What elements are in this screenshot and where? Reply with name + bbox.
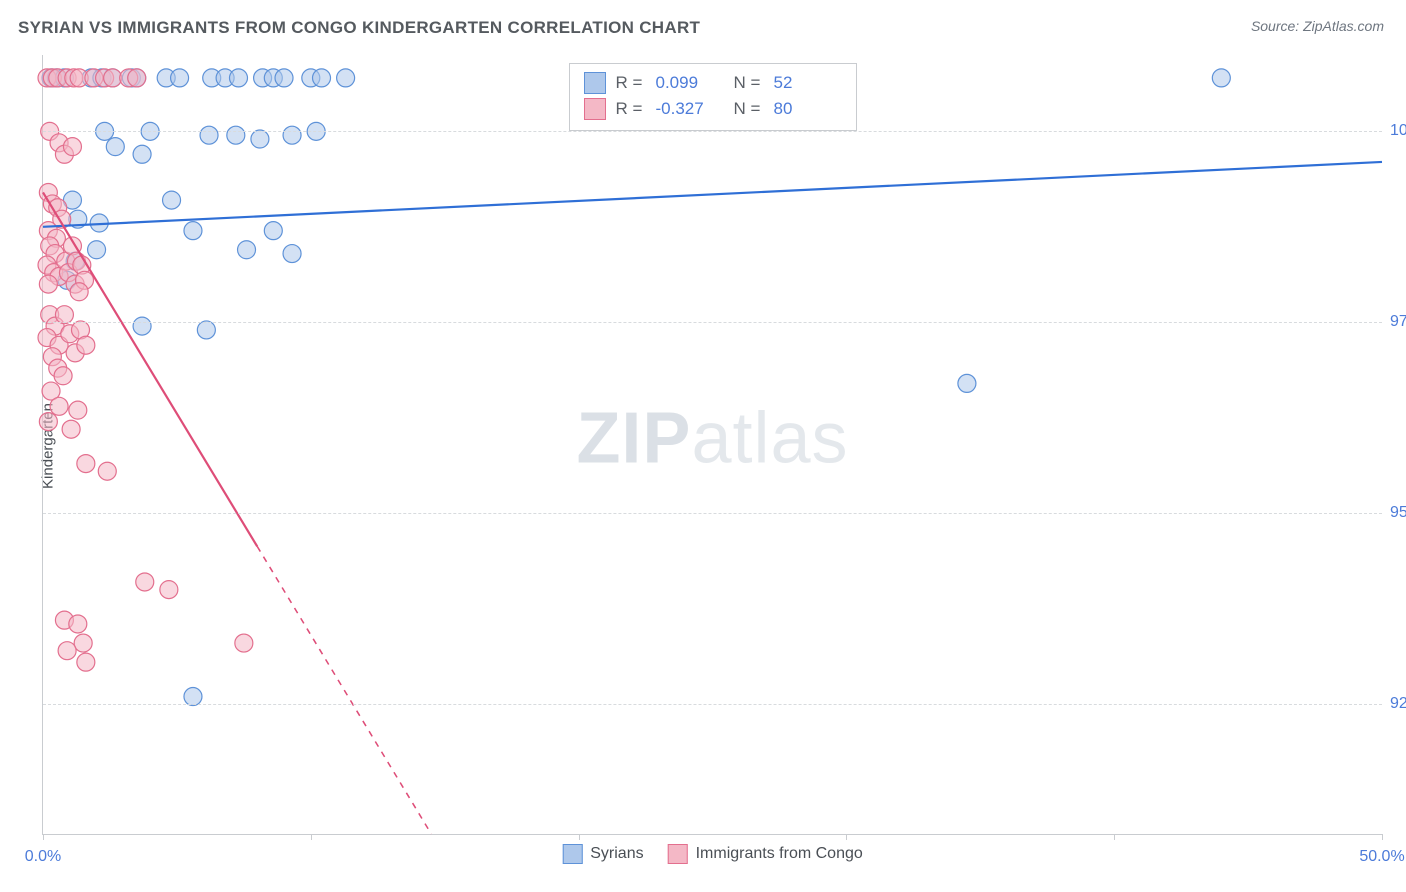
r-value-0: 0.099 bbox=[656, 73, 724, 93]
y-tick-label: 92.5% bbox=[1390, 695, 1406, 713]
data-point bbox=[104, 69, 122, 87]
data-point bbox=[136, 573, 154, 591]
data-point bbox=[229, 69, 247, 87]
data-point bbox=[62, 420, 80, 438]
data-point bbox=[251, 130, 269, 148]
chart-title: SYRIAN VS IMMIGRANTS FROM CONGO KINDERGA… bbox=[18, 18, 1388, 38]
data-point bbox=[106, 138, 124, 156]
n-value-0: 52 bbox=[774, 73, 842, 93]
trend-line bbox=[43, 162, 1382, 227]
legend-swatch-0 bbox=[584, 72, 606, 94]
data-point bbox=[39, 413, 57, 431]
plot-area: ZIPatlas R = 0.099 N = 52 R = -0.327 N =… bbox=[42, 55, 1382, 835]
data-point bbox=[337, 69, 355, 87]
source-attribution: Source: ZipAtlas.com bbox=[1251, 18, 1384, 34]
x-tick bbox=[846, 834, 847, 840]
data-point bbox=[200, 126, 218, 144]
source-name: ZipAtlas.com bbox=[1303, 18, 1384, 34]
x-tick bbox=[43, 834, 44, 840]
bottom-legend-item-0: Syrians bbox=[562, 844, 643, 864]
data-point bbox=[58, 642, 76, 660]
bottom-legend: Syrians Immigrants from Congo bbox=[562, 844, 863, 864]
bottom-legend-item-1: Immigrants from Congo bbox=[668, 844, 863, 864]
data-point bbox=[39, 275, 57, 293]
data-point bbox=[313, 69, 331, 87]
legend-swatch-1 bbox=[584, 98, 606, 120]
trend-line bbox=[43, 192, 257, 546]
data-point bbox=[1212, 69, 1230, 87]
data-point bbox=[54, 367, 72, 385]
data-point bbox=[283, 126, 301, 144]
data-point bbox=[283, 245, 301, 263]
y-tick-label: 95.0% bbox=[1390, 504, 1406, 522]
data-point bbox=[235, 634, 253, 652]
data-point bbox=[133, 317, 151, 335]
bottom-label-0: Syrians bbox=[590, 845, 643, 863]
r-label-0: R = bbox=[616, 73, 646, 93]
gridline-h bbox=[43, 513, 1382, 514]
x-tick bbox=[1382, 834, 1383, 840]
data-point bbox=[275, 69, 293, 87]
data-point bbox=[70, 283, 88, 301]
data-point bbox=[74, 634, 92, 652]
n-label-1: N = bbox=[734, 99, 764, 119]
data-point bbox=[69, 401, 87, 419]
n-label-0: N = bbox=[734, 73, 764, 93]
data-point bbox=[133, 145, 151, 163]
data-point bbox=[171, 69, 189, 87]
x-tick bbox=[1114, 834, 1115, 840]
data-point bbox=[958, 374, 976, 392]
data-point bbox=[128, 69, 146, 87]
bottom-swatch-0 bbox=[562, 844, 582, 864]
data-point bbox=[77, 653, 95, 671]
y-tick-label: 100.0% bbox=[1390, 122, 1406, 140]
gridline-h bbox=[43, 131, 1382, 132]
bottom-label-1: Immigrants from Congo bbox=[696, 845, 863, 863]
n-value-1: 80 bbox=[774, 99, 842, 119]
legend-stats-box: R = 0.099 N = 52 R = -0.327 N = 80 bbox=[569, 63, 857, 131]
data-point bbox=[63, 138, 81, 156]
data-layer bbox=[43, 55, 1382, 834]
x-tick bbox=[579, 834, 580, 840]
data-point bbox=[160, 581, 178, 599]
data-point bbox=[88, 241, 106, 259]
x-tick-label: 50.0% bbox=[1359, 848, 1404, 866]
data-point bbox=[69, 615, 87, 633]
data-point bbox=[227, 126, 245, 144]
trend-line-dashed bbox=[257, 546, 431, 834]
legend-row-series-0: R = 0.099 N = 52 bbox=[584, 70, 842, 96]
data-point bbox=[163, 191, 181, 209]
data-point bbox=[184, 688, 202, 706]
gridline-h bbox=[43, 322, 1382, 323]
bottom-swatch-1 bbox=[668, 844, 688, 864]
data-point bbox=[264, 222, 282, 240]
x-tick-label: 0.0% bbox=[25, 848, 61, 866]
data-point bbox=[197, 321, 215, 339]
data-point bbox=[77, 455, 95, 473]
r-value-1: -0.327 bbox=[656, 99, 724, 119]
r-label-1: R = bbox=[616, 99, 646, 119]
correlation-chart: SYRIAN VS IMMIGRANTS FROM CONGO KINDERGA… bbox=[0, 0, 1406, 892]
gridline-h bbox=[43, 704, 1382, 705]
data-point bbox=[50, 397, 68, 415]
x-tick bbox=[311, 834, 312, 840]
data-point bbox=[55, 306, 73, 324]
source-label: Source: bbox=[1251, 18, 1299, 34]
data-point bbox=[184, 222, 202, 240]
legend-row-series-1: R = -0.327 N = 80 bbox=[584, 96, 842, 122]
y-tick-label: 97.5% bbox=[1390, 313, 1406, 331]
data-point bbox=[98, 462, 116, 480]
data-point bbox=[77, 336, 95, 354]
data-point bbox=[238, 241, 256, 259]
